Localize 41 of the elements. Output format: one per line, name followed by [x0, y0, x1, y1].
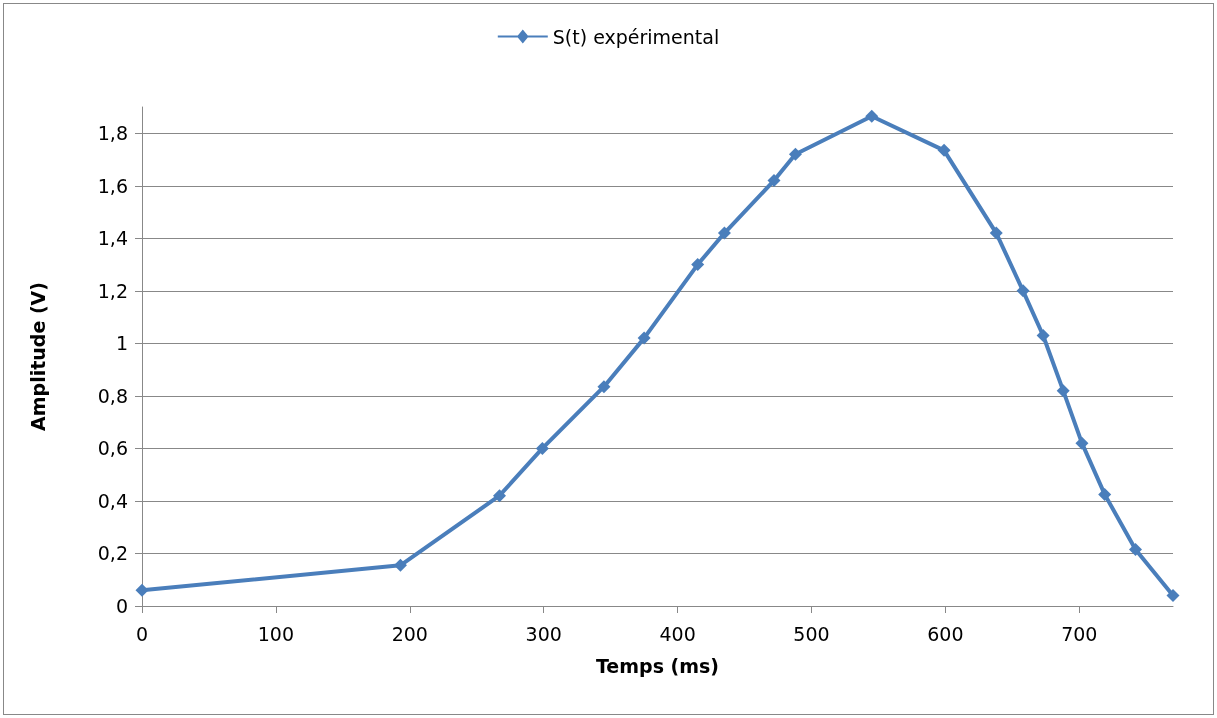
point: [691, 258, 705, 272]
y-tick-label: 0: [115, 595, 128, 617]
point: [937, 143, 951, 157]
point: [1056, 384, 1070, 398]
y-tick-label: 0,6: [97, 437, 128, 460]
x-tick-label: 700: [1061, 622, 1098, 645]
legend-label: S(t) expérimental: [552, 25, 720, 48]
y-tick-label: 1,4: [97, 227, 128, 250]
point: [989, 226, 1003, 240]
y-tick-label: 1,6: [97, 174, 128, 197]
y-tick-label: 0,4: [97, 489, 128, 512]
x-tick-label: 500: [793, 622, 830, 645]
point: [1016, 284, 1030, 298]
y-tick-label: 1,2: [97, 279, 128, 302]
point: [597, 380, 611, 394]
point: [1036, 328, 1050, 342]
point: [767, 174, 781, 188]
point: [637, 331, 651, 345]
point: [1075, 436, 1089, 450]
y-tick-label: 1: [115, 332, 128, 355]
y-tick-label: 0,8: [97, 384, 128, 407]
point: [493, 489, 506, 503]
x-tick-label: 300: [525, 622, 562, 645]
point: [393, 558, 407, 572]
x-tick-label: 0: [135, 622, 149, 645]
x-tick-label: 400: [659, 622, 696, 645]
point: [1129, 543, 1143, 557]
point: [1098, 487, 1112, 501]
point: [135, 583, 149, 597]
y-tick-label: 0,2: [97, 542, 128, 565]
y-tick-label: 1,8: [97, 122, 128, 145]
point: [1166, 588, 1180, 602]
x-tick-label: 200: [391, 622, 428, 645]
point: [788, 147, 802, 161]
y-axis-title: Amplitude (V): [26, 282, 49, 431]
x-tick-label: 600: [927, 622, 964, 645]
x-axis-title: Temps (ms): [595, 654, 720, 677]
point: [535, 441, 549, 455]
point: [717, 226, 731, 240]
point: [865, 109, 879, 123]
x-tick-label: 100: [257, 622, 295, 645]
